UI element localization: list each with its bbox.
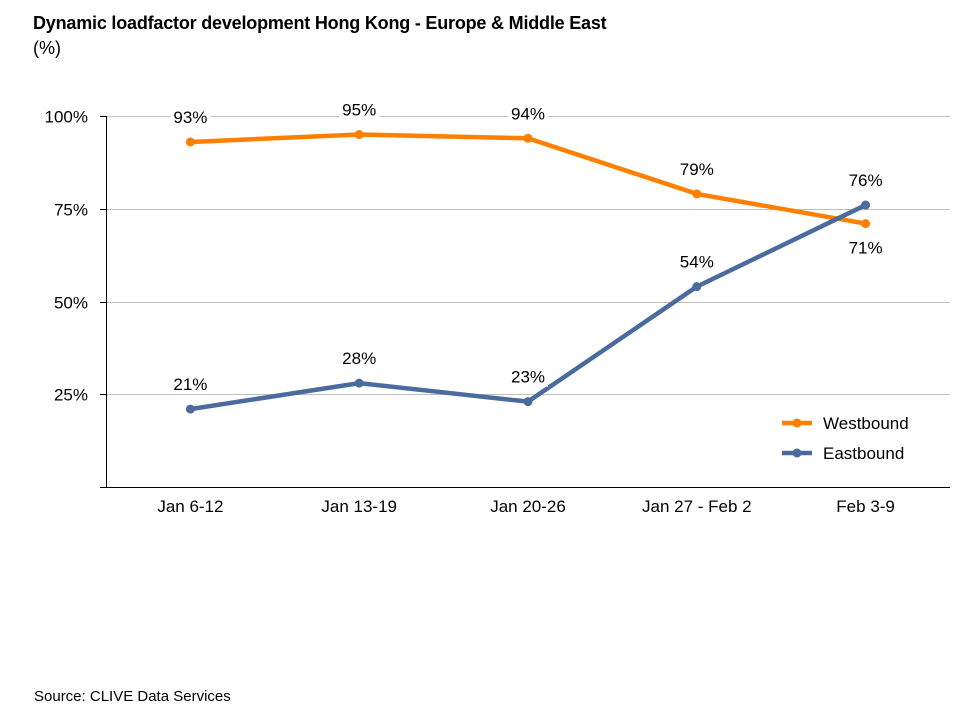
eastbound-data-label-group: 23% — [508, 366, 548, 387]
westbound-data-label-group: 94% — [508, 103, 548, 124]
data-label-background — [845, 170, 886, 191]
eastbound-data-label: 28% — [342, 349, 376, 368]
x-tick-label: Jan 20-26 — [490, 497, 566, 516]
eastbound-data-label: 76% — [849, 171, 883, 190]
data-label-background — [170, 374, 211, 395]
eastbound-point — [692, 282, 702, 292]
axes — [100, 116, 950, 488]
legend-item-westbound: Westbound — [782, 414, 909, 433]
westbound-data-label: 94% — [511, 104, 545, 123]
data-label-background — [845, 237, 886, 258]
eastbound-legend-marker — [792, 448, 802, 458]
data-label-background — [170, 106, 211, 127]
data-label-background — [676, 251, 717, 272]
eastbound-data-label: 23% — [511, 368, 545, 387]
eastbound-data-label: 54% — [680, 253, 714, 272]
data-label-background — [339, 99, 380, 120]
westbound-data-label: 95% — [342, 101, 376, 120]
eastbound-data-label-group: 21% — [170, 374, 211, 395]
westbound-point — [523, 133, 533, 143]
series-lines — [185, 130, 871, 414]
westbound-data-label-group: 71% — [845, 237, 886, 258]
data-labels: 93% 95% 94% 79% 71% 21% 28% 23% 54% 76% — [170, 99, 886, 395]
eastbound-data-label-group: 54% — [676, 251, 717, 272]
westbound-point — [354, 130, 364, 140]
eastbound-point — [354, 378, 364, 388]
y-tick-label: 50% — [54, 294, 88, 313]
eastbound-point — [523, 397, 533, 407]
x-tick-label: Feb 3-9 — [836, 497, 895, 516]
gridlines — [106, 116, 950, 395]
x-tick-label: Jan 27 - Feb 2 — [642, 497, 752, 516]
eastbound-point — [861, 200, 871, 210]
x-tick-label: Jan 6-12 — [157, 497, 223, 516]
westbound-legend-label: Westbound — [823, 414, 909, 433]
legend: Westbound Eastbound — [782, 414, 909, 463]
westbound-data-label-group: 79% — [676, 158, 717, 179]
eastbound-data-label-group: 76% — [845, 170, 886, 191]
westbound-point — [861, 219, 871, 229]
y-tick-label: 100% — [45, 108, 88, 127]
legend-item-eastbound: Eastbound — [782, 444, 904, 463]
westbound-line — [188, 132, 868, 226]
westbound-data-label: 79% — [680, 160, 714, 179]
data-label-background — [339, 348, 380, 369]
westbound-data-label: 93% — [173, 108, 207, 127]
data-label-background — [676, 158, 717, 179]
westbound-point — [692, 189, 702, 199]
chart-subtitle: (%) — [33, 38, 61, 58]
westbound-data-label-group: 93% — [170, 106, 211, 127]
eastbound-data-label-group: 28% — [339, 348, 380, 369]
eastbound-legend-label: Eastbound — [823, 444, 904, 463]
y-tick-label: 75% — [54, 201, 88, 220]
westbound-data-label: 71% — [849, 239, 883, 258]
westbound-legend-marker — [792, 418, 802, 428]
eastbound-data-label: 21% — [173, 375, 207, 394]
chart-title: Dynamic loadfactor development Hong Kong… — [33, 13, 607, 33]
westbound-data-label-group: 95% — [339, 99, 380, 120]
y-tick-labels: 25% 50% 75% 100% — [45, 108, 88, 405]
data-label-background — [508, 103, 548, 124]
y-tick-label: 25% — [54, 386, 88, 405]
x-tick-labels: Jan 6-12 Jan 13-19 Jan 20-26 Jan 27 - Feb 2… — [157, 497, 895, 516]
eastbound-point — [185, 404, 195, 414]
x-tick-label: Jan 13-19 — [321, 497, 397, 516]
westbound-point — [185, 137, 195, 147]
data-label-background — [508, 366, 548, 387]
source-note: Source: CLIVE Data Services — [34, 688, 231, 705]
